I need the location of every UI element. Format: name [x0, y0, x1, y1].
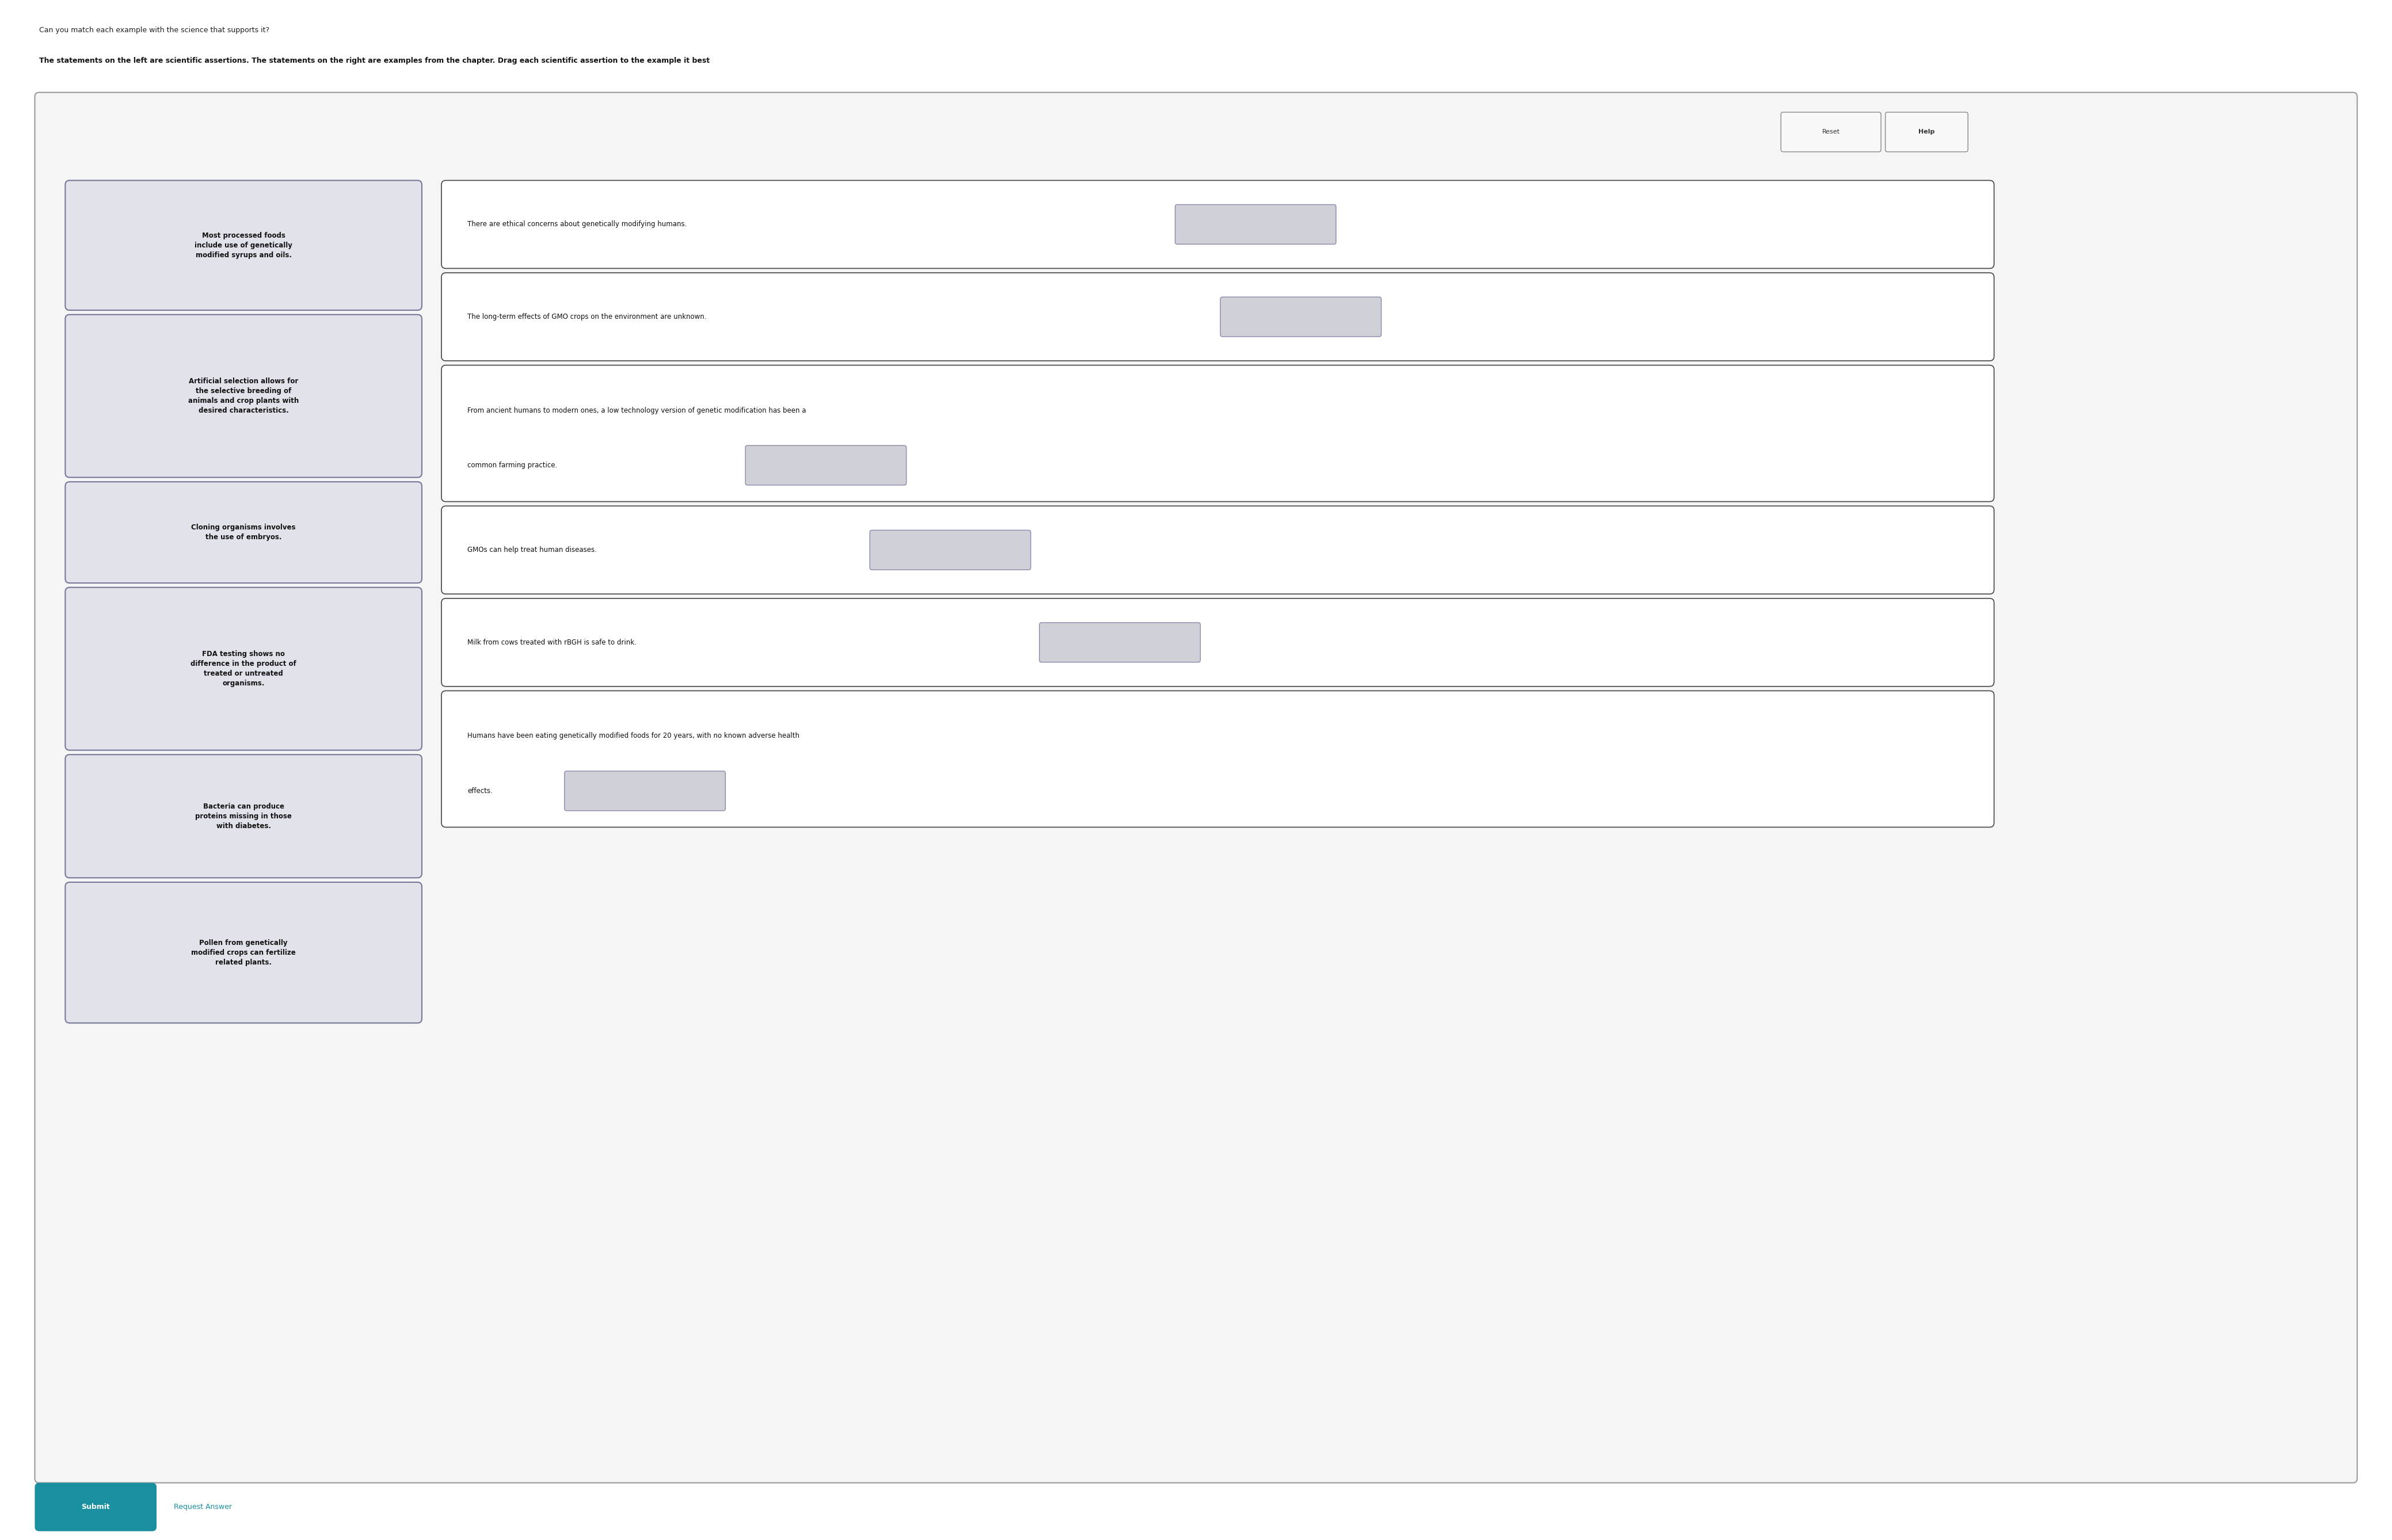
- Text: Help: Help: [1918, 129, 1935, 136]
- Text: Pollen from genetically
modified crops can fertilize
related plants.: Pollen from genetically modified crops c…: [191, 939, 297, 966]
- FancyBboxPatch shape: [443, 507, 1995, 594]
- FancyBboxPatch shape: [65, 755, 421, 878]
- Text: Milk from cows treated with rBGH is safe to drink.: Milk from cows treated with rBGH is safe…: [466, 639, 636, 647]
- FancyBboxPatch shape: [1041, 622, 1201, 662]
- FancyBboxPatch shape: [65, 314, 421, 477]
- Text: effects.: effects.: [466, 787, 493, 795]
- Text: Request Answer: Request Answer: [175, 1503, 232, 1511]
- Text: The statements on the left are scientific assertions. The statements on the righ: The statements on the left are scientifi…: [38, 57, 710, 65]
- Text: Humans have been eating genetically modified foods for 20 years, with no known a: Humans have been eating genetically modi…: [466, 733, 799, 739]
- FancyBboxPatch shape: [65, 882, 421, 1023]
- Text: Bacteria can produce
proteins missing in those
with diabetes.: Bacteria can produce proteins missing in…: [196, 802, 292, 830]
- Text: Reset: Reset: [1823, 129, 1839, 136]
- Text: Artificial selection allows for
the selective breeding of
animals and crop plant: Artificial selection allows for the sele…: [189, 377, 299, 414]
- Text: FDA testing shows no
difference in the product of
treated or untreated
organisms: FDA testing shows no difference in the p…: [191, 650, 297, 687]
- Text: The long-term effects of GMO crops on the environment are unknown.: The long-term effects of GMO crops on th…: [466, 313, 706, 320]
- FancyBboxPatch shape: [1174, 205, 1337, 245]
- Text: Can you match each example with the science that supports it?: Can you match each example with the scie…: [38, 26, 270, 34]
- FancyBboxPatch shape: [36, 1483, 155, 1531]
- Text: common farming practice.: common farming practice.: [466, 462, 557, 470]
- FancyBboxPatch shape: [871, 530, 1031, 570]
- Text: Most processed foods
include use of genetically
modified syrups and oils.: Most processed foods include use of gene…: [194, 233, 292, 259]
- FancyBboxPatch shape: [443, 365, 1995, 502]
- FancyBboxPatch shape: [65, 180, 421, 310]
- Text: There are ethical concerns about genetically modifying humans.: There are ethical concerns about genetic…: [466, 220, 687, 228]
- Text: GMOs can help treat human diseases.: GMOs can help treat human diseases.: [466, 547, 598, 554]
- FancyBboxPatch shape: [65, 587, 421, 750]
- Text: From ancient humans to modern ones, a low technology version of genetic modifica: From ancient humans to modern ones, a lo…: [466, 407, 806, 414]
- FancyBboxPatch shape: [746, 445, 907, 485]
- FancyBboxPatch shape: [443, 180, 1995, 268]
- Text: Cloning organisms involves
the use of embryos.: Cloning organisms involves the use of em…: [191, 524, 297, 541]
- FancyBboxPatch shape: [65, 482, 421, 584]
- FancyBboxPatch shape: [36, 92, 2356, 1483]
- Text: Submit: Submit: [81, 1503, 110, 1511]
- FancyBboxPatch shape: [565, 772, 725, 810]
- FancyBboxPatch shape: [443, 599, 1995, 687]
- FancyBboxPatch shape: [1782, 112, 1880, 152]
- FancyBboxPatch shape: [1220, 297, 1380, 337]
- FancyBboxPatch shape: [443, 691, 1995, 827]
- FancyBboxPatch shape: [443, 273, 1995, 360]
- FancyBboxPatch shape: [1885, 112, 1969, 152]
